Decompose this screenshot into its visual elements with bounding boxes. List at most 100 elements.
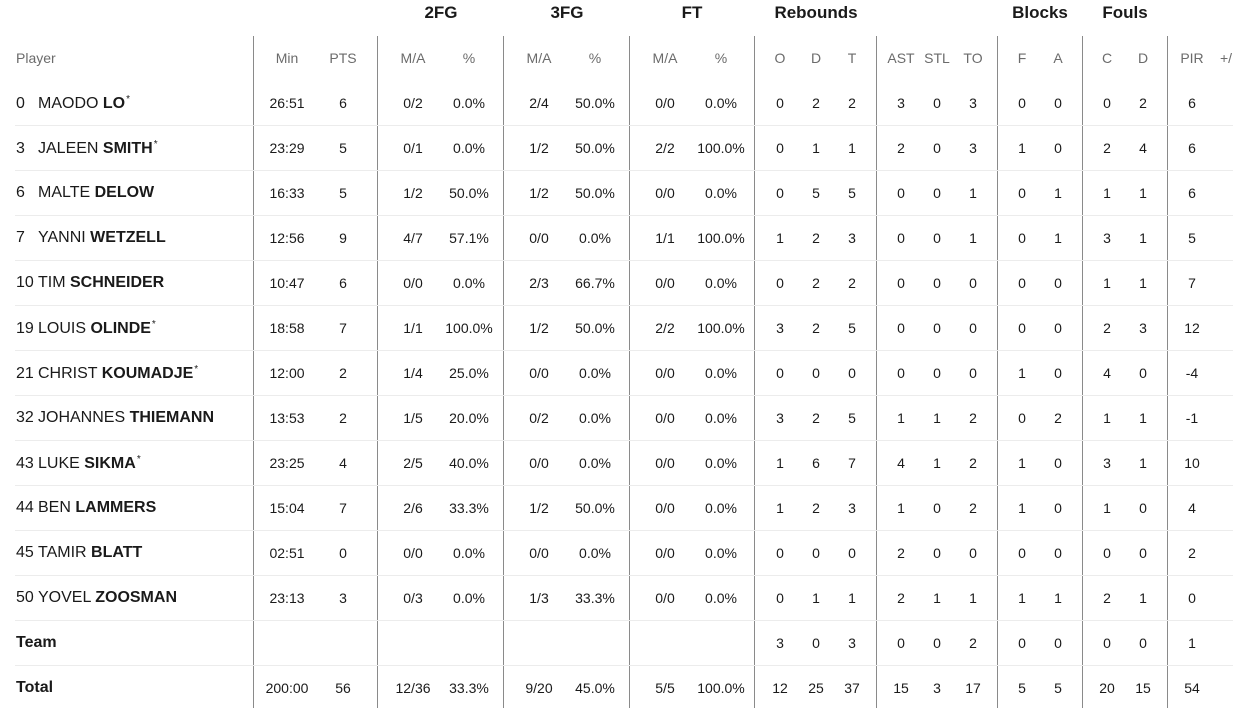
player-last-name: DELOW xyxy=(94,184,155,201)
column-header-pts[interactable]: PTS xyxy=(329,50,357,66)
stat-blk_f: 0 xyxy=(1018,545,1026,561)
stat-blk_a: 0 xyxy=(1054,275,1062,291)
stat-reb_o: 1 xyxy=(776,230,784,246)
stat-stl: 0 xyxy=(933,320,941,336)
player-name[interactable]: 21 CHRIST KOUMADJE* xyxy=(16,365,198,382)
stat-reb_t: 0 xyxy=(848,365,856,381)
stat-ft_ma: 0/0 xyxy=(655,410,675,426)
stat-pir: 54 xyxy=(1184,680,1200,696)
stat-ft_pct: 100.0% xyxy=(697,140,745,156)
player-name[interactable]: 32 JOHANNES THIEMANN xyxy=(16,410,214,426)
column-header-fg3_ma[interactable]: M/A xyxy=(526,50,552,66)
stat-pts: 3 xyxy=(339,590,347,606)
stat-reb_t: 1 xyxy=(848,590,856,606)
team-row-label: Team xyxy=(16,634,57,651)
player-number: 32 xyxy=(16,409,34,426)
stat-pts: 5 xyxy=(339,140,347,156)
player-name[interactable]: 6 MALTE DELOW xyxy=(16,185,154,201)
row-separator xyxy=(15,260,1233,261)
player-first-name: JOHANNES xyxy=(38,409,126,426)
column-divider xyxy=(1082,36,1083,708)
row-separator xyxy=(15,440,1233,441)
stat-fg2_pct: 33.3% xyxy=(449,500,489,516)
stat-fg2_ma: 0/0 xyxy=(403,275,423,291)
stat-fg2_pct: 57.1% xyxy=(449,230,489,246)
column-header-pm[interactable]: +/ xyxy=(1219,50,1233,66)
stat-fg2_ma: 0/2 xyxy=(403,95,423,111)
player-name[interactable]: 19 LOUIS OLINDE* xyxy=(16,320,156,337)
stat-blk_a: 0 xyxy=(1054,635,1062,651)
column-header-ft_pct[interactable]: % xyxy=(714,50,728,66)
column-header-foul_d[interactable]: D xyxy=(1137,50,1149,66)
column-header-reb_t[interactable]: T xyxy=(847,50,857,66)
column-header-fg2_ma[interactable]: M/A xyxy=(400,50,426,66)
stat-fg2_ma: 2/5 xyxy=(403,455,423,471)
stat-foul_c: 1 xyxy=(1103,275,1111,291)
stat-ft_pct: 0.0% xyxy=(705,455,737,471)
player-name[interactable]: 44 BEN LAMMERS xyxy=(16,500,156,516)
stat-pir: 7 xyxy=(1188,275,1196,291)
stat-to: 3 xyxy=(969,95,977,111)
stat-blk_a: 0 xyxy=(1054,500,1062,516)
stat-reb_t: 3 xyxy=(848,500,856,516)
column-header-ft_ma[interactable]: M/A xyxy=(652,50,678,66)
player-name[interactable]: 10 TIM SCHNEIDER xyxy=(16,275,164,291)
stat-ft_ma: 0/0 xyxy=(655,545,675,561)
stat-fg3_pct: 45.0% xyxy=(575,680,615,696)
stat-blk_a: 0 xyxy=(1054,455,1062,471)
stat-blk_a: 5 xyxy=(1054,680,1062,696)
starter-marker-icon: * xyxy=(153,139,158,150)
stat-fg2_ma: 1/1 xyxy=(403,320,423,336)
stat-foul_d: 1 xyxy=(1139,410,1147,426)
stat-min: 26:51 xyxy=(269,95,305,111)
stat-pts: 2 xyxy=(339,365,347,381)
row-separator xyxy=(15,350,1233,351)
stat-fg2_ma: 2/6 xyxy=(403,500,423,516)
stat-ft_ma: 0/0 xyxy=(655,500,675,516)
stat-reb_o: 0 xyxy=(776,545,784,561)
stat-fg3_ma: 1/2 xyxy=(529,320,549,336)
column-header-ast[interactable]: AST xyxy=(887,50,915,66)
stat-foul_d: 4 xyxy=(1139,140,1147,156)
stat-min: 15:04 xyxy=(269,500,305,516)
player-name[interactable]: 45 TAMIR BLATT xyxy=(16,545,142,561)
column-header-fg3_pct[interactable]: % xyxy=(588,50,602,66)
column-header-blk_a[interactable]: A xyxy=(1053,50,1063,66)
player-name[interactable]: 0 MAODO LO* xyxy=(16,95,130,112)
starter-marker-icon: * xyxy=(151,319,156,330)
player-name[interactable]: 50 YOVEL ZOOSMAN xyxy=(16,590,177,606)
player-name[interactable]: 3 JALEEN SMITH* xyxy=(16,140,158,157)
stat-reb_t: 37 xyxy=(844,680,860,696)
column-header-foul_c[interactable]: C xyxy=(1101,50,1113,66)
player-last-name: SIKMA xyxy=(84,455,136,472)
column-header-min[interactable]: Min xyxy=(275,50,299,66)
stat-fg3_ma: 1/2 xyxy=(529,185,549,201)
player-name[interactable]: 7 YANNI WETZELL xyxy=(16,230,166,246)
stat-fg2_pct: 0.0% xyxy=(453,545,485,561)
stat-fg3_ma: 9/20 xyxy=(525,680,553,696)
stat-foul_c: 0 xyxy=(1103,95,1111,111)
stat-foul_c: 4 xyxy=(1103,365,1111,381)
player-name[interactable]: 43 LUKE SIKMA* xyxy=(16,455,141,472)
stat-ft_ma: 2/2 xyxy=(655,140,675,156)
column-header-fg2_pct[interactable]: % xyxy=(462,50,476,66)
stat-blk_f: 0 xyxy=(1018,635,1026,651)
stat-ast: 0 xyxy=(897,635,905,651)
stat-fg3_ma: 0/0 xyxy=(529,365,549,381)
starter-marker-icon: * xyxy=(136,454,141,465)
stat-foul_d: 2 xyxy=(1139,95,1147,111)
column-header-pir[interactable]: PIR xyxy=(1180,50,1204,66)
stat-reb_t: 5 xyxy=(848,410,856,426)
stat-fg3_ma: 0/2 xyxy=(529,410,549,426)
column-header-stl[interactable]: STL xyxy=(924,50,950,66)
column-header-to[interactable]: TO xyxy=(963,50,983,66)
column-header-reb_d[interactable]: D xyxy=(810,50,822,66)
column-header-blk_f[interactable]: F xyxy=(1017,50,1027,66)
stat-foul_c: 1 xyxy=(1103,410,1111,426)
player-number: 50 xyxy=(16,589,34,606)
stat-ast: 1 xyxy=(897,500,905,516)
stat-pts: 4 xyxy=(339,455,347,471)
stat-foul_c: 20 xyxy=(1099,680,1115,696)
column-header-reb_o[interactable]: O xyxy=(774,50,786,66)
stat-ast: 0 xyxy=(897,185,905,201)
